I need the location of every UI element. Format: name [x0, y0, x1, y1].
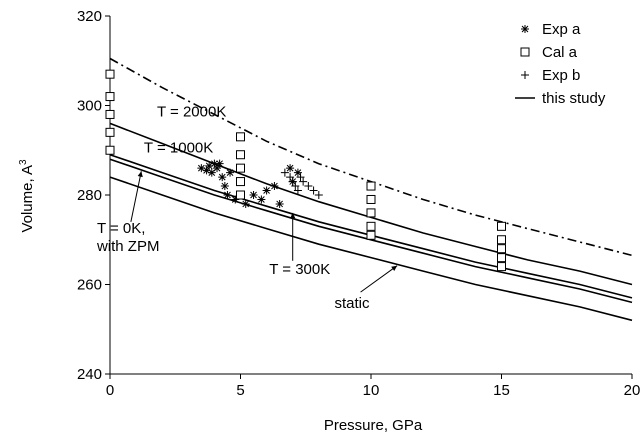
curve-t-0k-with-zpm [109, 158, 633, 304]
legend-exp-a-label: Exp a [542, 21, 581, 38]
exp-a-point [293, 168, 302, 177]
exp-a-point [223, 191, 232, 199]
exp-b-point [291, 182, 300, 191]
curve-static [109, 176, 633, 322]
annotation-arrows [130, 171, 398, 293]
cal-a-point [366, 208, 376, 218]
legend-exp-b-label: Exp b [542, 67, 580, 84]
exp-a-point [262, 186, 271, 195]
arrow-zpm-head [137, 171, 143, 178]
y-tick-label: 320 [77, 8, 102, 25]
cal-a-point [105, 127, 115, 137]
exp-a-point [275, 199, 284, 208]
cal-a-point [105, 69, 115, 79]
exp-a-point [226, 168, 235, 177]
y-axis-label-group: Volume, A3 [18, 159, 36, 233]
exp-a-point [205, 161, 214, 170]
x-tick-label: 15 [493, 382, 510, 399]
x-tick-label: 10 [363, 382, 380, 399]
legend-exp-a-swatch [521, 25, 529, 33]
cal-a-point [236, 190, 245, 200]
exp-b-point [280, 168, 289, 177]
cal-a-point [236, 177, 245, 187]
exp-b-point [286, 173, 295, 182]
legend-cal-a-swatch [520, 47, 530, 57]
annotation-label: T = 0K, [97, 220, 146, 237]
exp-a-point [210, 159, 219, 168]
annotation-label: with ZPM [96, 238, 160, 255]
y-tick-label: 300 [77, 98, 102, 115]
y-axis-label-sup: 3 [18, 159, 29, 165]
exp-a-point [218, 173, 227, 182]
exp-a-point [213, 164, 222, 173]
exp-a-point [231, 195, 240, 204]
cal-a-point [366, 221, 376, 231]
cal-a-point [105, 145, 115, 155]
exp-b-point [296, 173, 305, 182]
cal-a-point [105, 92, 115, 102]
exp-a-point [249, 191, 258, 199]
arrow-static-head [391, 265, 398, 271]
cal-a-point [236, 163, 245, 173]
x-ticks: 0 5 10 15 20 [106, 374, 641, 399]
annotation-label: T = 300K [269, 261, 330, 278]
annotation-label: T = 2000K [157, 104, 226, 121]
legend-exp-b-swatch [521, 71, 529, 79]
cal-a-point [366, 230, 376, 240]
exp-a-point [220, 182, 229, 191]
y-tick-label: 260 [77, 277, 102, 294]
cal-a-point [366, 181, 376, 191]
cal-a-point [497, 221, 506, 231]
y-tick-label: 240 [77, 366, 102, 383]
cal-a-point [236, 150, 245, 160]
arrow-300k-head [290, 212, 296, 219]
arrow-static [360, 265, 398, 293]
y-axis-label-main: Volume, A [19, 165, 36, 233]
x-tick-label: 0 [106, 382, 114, 399]
annotation-label: T = 1000K [144, 139, 213, 156]
x-tick-label: 20 [624, 382, 641, 399]
exp-a-point [270, 182, 279, 191]
y-ticks: 240 260 280 300 320 [77, 8, 110, 383]
cal-a-point [105, 109, 115, 119]
legend-this-study-label: this study [542, 90, 606, 107]
exp-a-point [257, 195, 266, 204]
exp-b-point [314, 191, 323, 199]
exp-b-point [309, 186, 318, 195]
cal-a-point [497, 244, 506, 254]
exp-a-point [207, 168, 216, 177]
annotations: T = 2000K T = 1000K T = 0K,with ZPM T = 300… [96, 104, 370, 312]
exp-b-point [288, 177, 297, 186]
exp-b-point [299, 177, 308, 186]
exp-a-point [215, 159, 224, 168]
cal-a-point [497, 235, 506, 245]
legend-cal-a-label: Cal a [542, 44, 578, 61]
legend: Exp a Cal a Exp b this study [515, 21, 606, 107]
x-tick-label: 5 [236, 382, 244, 399]
y-tick-label: 280 [77, 187, 102, 204]
cal-a-point [497, 262, 506, 272]
arrow-zpm [130, 171, 142, 222]
y-axis-label: Volume, A3 [18, 159, 36, 233]
x-axis-label: Pressure, GPa [324, 417, 423, 434]
exp-a-point [241, 199, 250, 208]
exp-a-point [286, 164, 295, 173]
cal-a-point [497, 253, 506, 263]
exp-b-point [304, 182, 313, 191]
exp-a-point [202, 166, 211, 175]
cal-a-point [366, 194, 376, 204]
exp-a-point [197, 164, 206, 173]
cal-a-point [236, 132, 245, 142]
exp-b-point [293, 186, 302, 195]
annotation-label: static [334, 295, 370, 312]
data-points [105, 69, 506, 272]
